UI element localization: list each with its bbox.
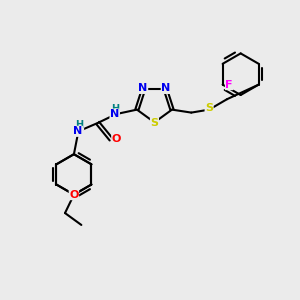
Text: H: H xyxy=(111,104,119,114)
Text: O: O xyxy=(69,190,79,200)
Text: O: O xyxy=(112,134,121,144)
Text: N: N xyxy=(138,83,148,93)
Text: F: F xyxy=(225,80,233,90)
Text: S: S xyxy=(151,118,158,128)
Text: H: H xyxy=(76,120,84,130)
Text: S: S xyxy=(205,103,213,113)
Text: N: N xyxy=(110,109,119,119)
Text: N: N xyxy=(73,126,83,136)
Text: N: N xyxy=(161,83,170,93)
